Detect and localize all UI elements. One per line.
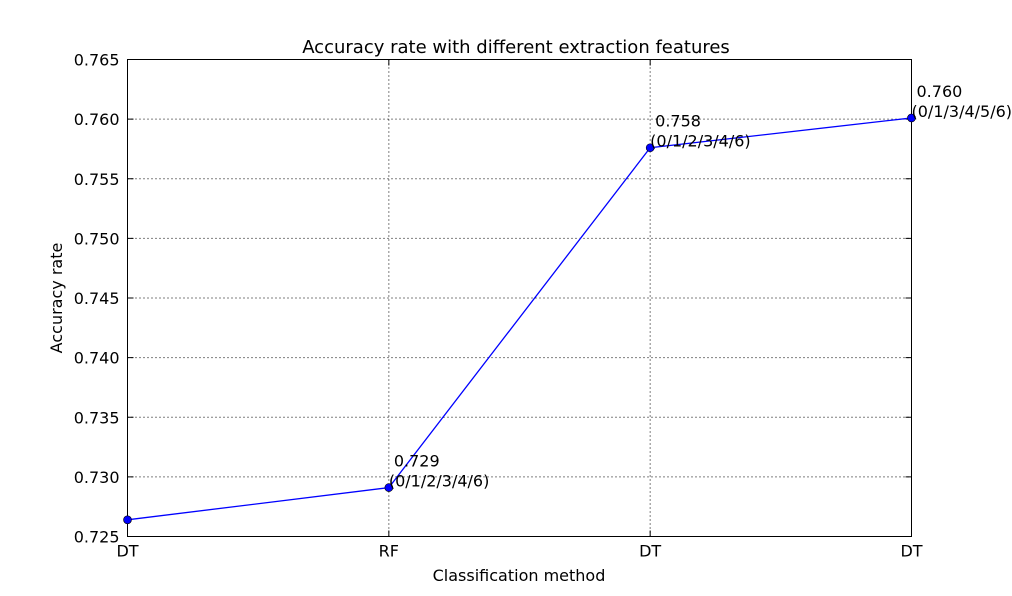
data-label-value: 0.758 [655,112,701,131]
x-tick-label: DT [116,542,138,561]
plot-frame [127,59,912,537]
y-tick-label: 0.755 [74,170,120,189]
chart-title: Accuracy rate with different extraction … [302,37,730,58]
x-tick-label: DT [639,542,661,561]
y-tick-label: 0.765 [74,51,120,70]
data-point [907,113,916,123]
y-axis-tick-labels: 0.725 0.730 0.735 0.740 0.745 0.750 0.755 0.760… [74,51,120,547]
data-label-features: (0/1/2/3/4/6) [389,472,490,491]
data-annotations: 0.729 (0/1/2/3/4/6)0.758 (0/1/2/3/4/6)0.76… [389,82,1012,491]
y-tick-label: 0.730 [74,468,120,487]
y-tick-label: 0.750 [74,229,120,248]
data-label-value: 0.729 [394,452,440,471]
grid-lines [127,59,912,537]
x-tick-label: DT [900,542,922,561]
data-label: 0.729 (0/1/2/3/4/6) [389,452,490,491]
data-point [123,515,132,525]
data-point [384,483,394,492]
x-axis-label: Classification method [433,566,606,585]
y-tick-label: 0.725 [74,528,120,547]
data-series [123,113,916,525]
y-tick-label: 0.760 [74,110,120,129]
data-label-features: (0/1/2/3/4/6) [650,132,751,151]
data-label: 0.760 (0/1/3/4/5/6) [912,82,1012,121]
x-axis-tick-labels: DT RF DT DT [116,542,922,561]
y-tick-label: 0.745 [74,289,120,308]
y-axis-label: Accuracy rate [47,243,66,354]
series-line [127,117,912,521]
y-tick-label: 0.735 [74,408,120,427]
data-label-features: (0/1/3/4/5/6) [912,102,1012,121]
data-point [645,143,655,153]
x-tick-label: RF [379,542,399,561]
data-label-value: 0.760 [917,82,963,101]
data-label: 0.758 (0/1/2/3/4/6) [650,112,751,151]
y-tick-label: 0.740 [74,349,120,368]
